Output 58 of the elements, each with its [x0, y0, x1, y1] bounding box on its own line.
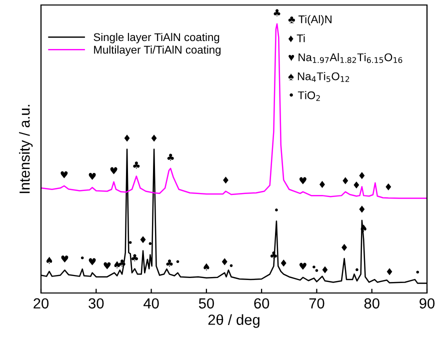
annotation: •	[275, 208, 278, 212]
annotation: •	[80, 256, 84, 260]
annotation: •	[128, 241, 132, 244]
annotation: ♠ Na$_{4}$Ti$_{5}$O$_{12}$	[288, 72, 350, 82]
legend-label: Single layer TiAlN coating	[94, 32, 220, 44]
annotation: ♥	[110, 167, 118, 174]
annotation: •	[315, 269, 318, 272]
x-tick-label: 40	[144, 298, 159, 309]
annotation: •	[356, 268, 358, 272]
x-tick-label: 50	[198, 298, 214, 309]
annotation: ♥	[61, 255, 68, 263]
annotation: ♥	[299, 262, 306, 270]
annotation: ♠	[114, 261, 120, 268]
annotation: ♥	[88, 172, 96, 180]
y-axis-title: Intensity / a.u.	[19, 104, 33, 194]
annotation: ♦	[322, 266, 328, 274]
x-tick-label: 60	[254, 298, 270, 309]
annotation: ♦	[359, 172, 365, 180]
annotation: • TiO$_{2}$	[290, 91, 320, 101]
annotation: ♦	[342, 244, 347, 251]
annotation: ♦	[223, 176, 228, 184]
annotation: ♦	[386, 268, 392, 276]
annotation: ♦	[222, 258, 228, 266]
annotation: •	[148, 242, 152, 245]
x-tick-label: 80	[364, 298, 380, 309]
annotation: ♦	[140, 236, 146, 244]
annotation: ♥ Na$_{1.97}$Al$_{1.82}$Ti$_{6.15}$O$_{16}$	[288, 53, 402, 64]
annotation: ♦	[320, 180, 325, 188]
x-axis-title: 2θ / deg	[208, 314, 260, 328]
annotation: •	[176, 260, 180, 264]
annotation: ♣	[274, 9, 280, 16]
annotation: ♦ Ti	[288, 34, 305, 42]
x-tick-label: 90	[420, 298, 435, 309]
annotation: ♦	[359, 206, 365, 213]
annotation: ♦	[151, 134, 157, 142]
annotation: ♦	[386, 183, 392, 190]
legend-label: Multilayer Ti/TiAlN coating	[94, 46, 221, 56]
x-tick-label: 30	[88, 298, 104, 309]
annotation: ♣	[166, 260, 173, 267]
x-tick-label: 70	[309, 298, 324, 309]
annotation: ♥	[88, 258, 96, 266]
annotation: •	[230, 264, 233, 268]
annotation: ♦	[342, 177, 348, 184]
annotation: ♠	[46, 256, 52, 264]
annotation: ♣	[167, 154, 174, 161]
annotation: ♦	[354, 181, 360, 189]
annotation: ♣ Ti(Al)N	[288, 15, 332, 26]
x-tick-label: 20	[34, 298, 49, 309]
annotation: ♥	[104, 262, 111, 270]
annotation: ♣	[131, 254, 138, 262]
annotation: ♠	[204, 263, 210, 270]
annotation: ♥	[299, 177, 306, 184]
annotation: ♣	[133, 162, 140, 169]
annotation: ♦	[280, 260, 286, 267]
annotation: ♥	[60, 171, 68, 178]
annotation: •	[312, 266, 316, 268]
annotation: •	[416, 270, 420, 274]
annotation: ♦	[124, 134, 130, 142]
